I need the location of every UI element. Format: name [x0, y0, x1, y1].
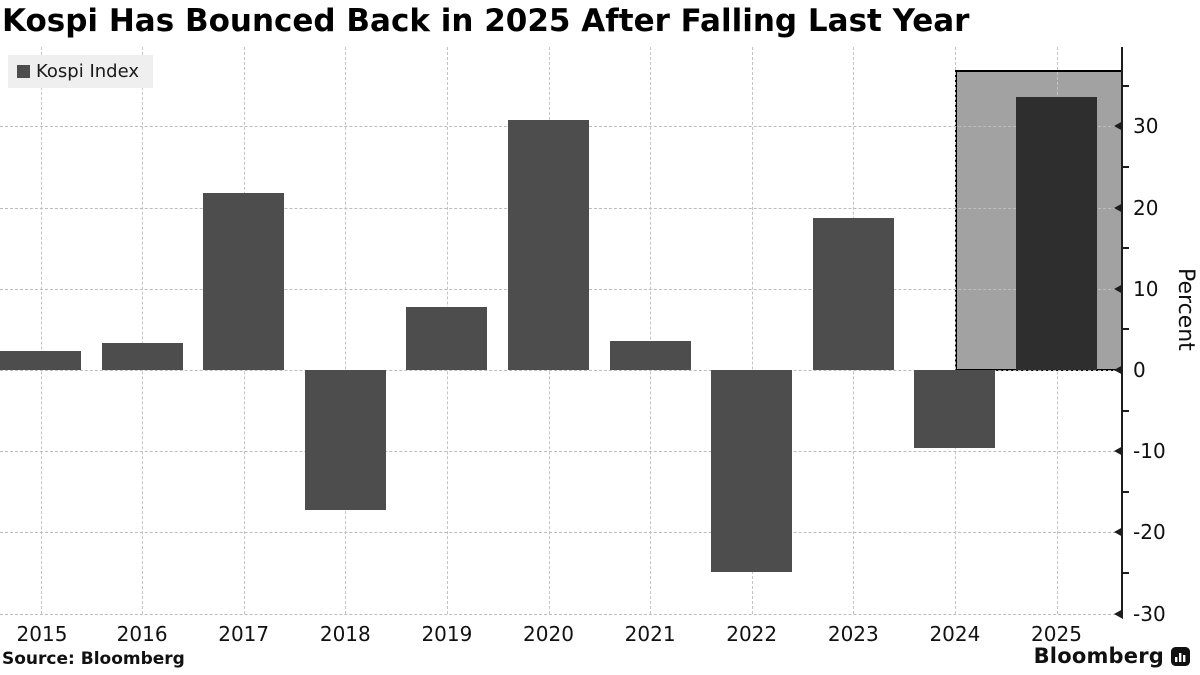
y-tick-label--20: -20: [1133, 520, 1166, 545]
vgridline-2016: [142, 47, 144, 614]
vgridline-2022: [751, 47, 753, 614]
vgridline-2015: [40, 47, 42, 614]
y-tick-arrow-0: [1114, 365, 1123, 375]
vgridline-2018: [345, 47, 347, 614]
hgridline--30: [0, 613, 1121, 615]
hgridline--20: [0, 532, 1121, 534]
bloomberg-chart-icon: [1171, 646, 1190, 666]
x-tick-label-2015: 2015: [16, 621, 68, 646]
x-tick-label-2021: 2021: [624, 621, 676, 646]
x-tick-label-2016: 2016: [116, 621, 168, 646]
y-minor-tick--25: [1122, 572, 1129, 574]
bloomberg-logo: Bloomberg: [1034, 644, 1190, 668]
source-note: Source: Bloomberg: [2, 649, 185, 669]
x-tick-label-2017: 2017: [218, 621, 270, 646]
y-tick-arrow-30: [1114, 121, 1123, 132]
bar-2021: [609, 340, 691, 370]
chart-title: Kospi Has Bounced Back in 2025 After Fal…: [2, 3, 970, 39]
bar-2015: [0, 350, 81, 370]
hgridline-0: [0, 370, 1121, 371]
y-tick-arrow-10: [1114, 283, 1123, 294]
x-tick-label-2025: 2025: [1031, 621, 1082, 646]
y-minor-tick--15: [1122, 490, 1129, 493]
y-tick-arrow-20: [1114, 202, 1123, 213]
x-tick-label-2019: 2019: [421, 621, 473, 646]
bar-2023: [812, 218, 894, 370]
bar-2016: [101, 343, 183, 370]
y-minor-tick-35: [1122, 84, 1129, 87]
y-axis-line: [1121, 47, 1123, 615]
bar-2022: [711, 370, 793, 573]
x-tick-label-2023: 2023: [827, 621, 879, 646]
vgridline-2024: [954, 47, 956, 614]
x-tick-label-2020: 2020: [523, 621, 574, 646]
y-minor-tick-25: [1122, 166, 1129, 168]
bloomberg-wordmark: Bloomberg: [1033, 644, 1164, 668]
y-tick-label--30: -30: [1133, 601, 1166, 626]
bar-2020: [508, 119, 589, 370]
y-tick-label-10: 10: [1133, 276, 1159, 301]
y-tick-label-30: 30: [1133, 114, 1159, 139]
y-minor-tick-15: [1122, 247, 1129, 250]
bar-2025: [1016, 97, 1097, 370]
y-tick-arrow--20: [1114, 527, 1123, 538]
hgridline--10: [0, 451, 1121, 453]
x-tick-label-2018: 2018: [319, 621, 371, 646]
vgridline-2021: [650, 47, 652, 614]
bar-2018: [304, 370, 386, 511]
y-minor-tick--5: [1122, 409, 1129, 412]
y-tick-arrow--10: [1114, 446, 1123, 457]
legend: Kospi Index: [8, 55, 153, 88]
y-minor-tick-5: [1122, 328, 1129, 331]
y-tick-label--10: -10: [1133, 439, 1166, 464]
bar-2024: [914, 370, 996, 448]
y-tick-arrow--30: [1114, 608, 1123, 619]
bar-2019: [406, 307, 488, 370]
y-tick-label-20: 20: [1133, 195, 1159, 220]
bar-2017: [203, 192, 285, 370]
legend-label: Kospi Index: [36, 61, 139, 82]
y-axis-title: Percent: [1173, 268, 1198, 351]
y-tick-label-0: 0: [1133, 358, 1146, 382]
x-tick-label-2024: 2024: [929, 621, 981, 646]
x-tick-label-2022: 2022: [726, 621, 778, 646]
legend-swatch-icon: [17, 65, 30, 78]
